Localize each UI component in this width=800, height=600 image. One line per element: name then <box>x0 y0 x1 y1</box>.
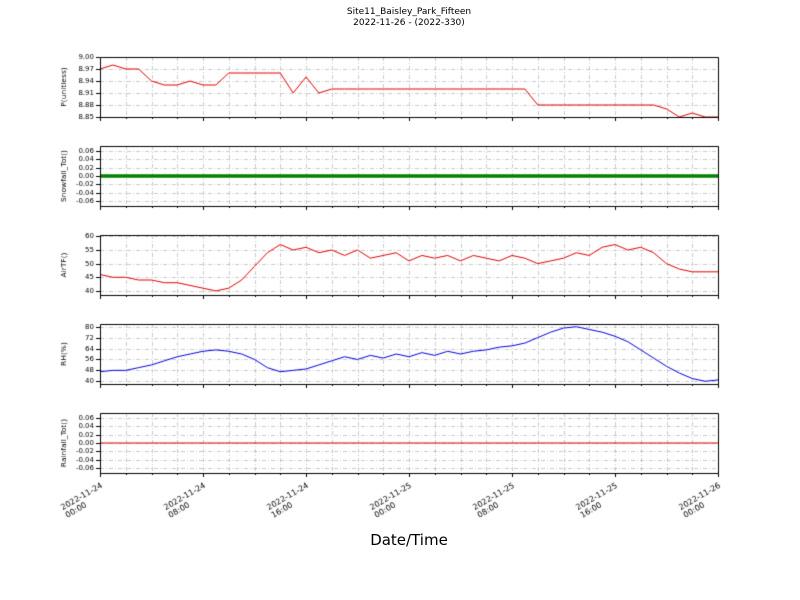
x-axis-label: Date/Time <box>370 531 448 549</box>
figure-title: Site11_Baisley_Park_Fifteen <box>346 7 472 17</box>
figure-subtitle: 2022-11-26 - (2022-330) <box>353 18 465 28</box>
